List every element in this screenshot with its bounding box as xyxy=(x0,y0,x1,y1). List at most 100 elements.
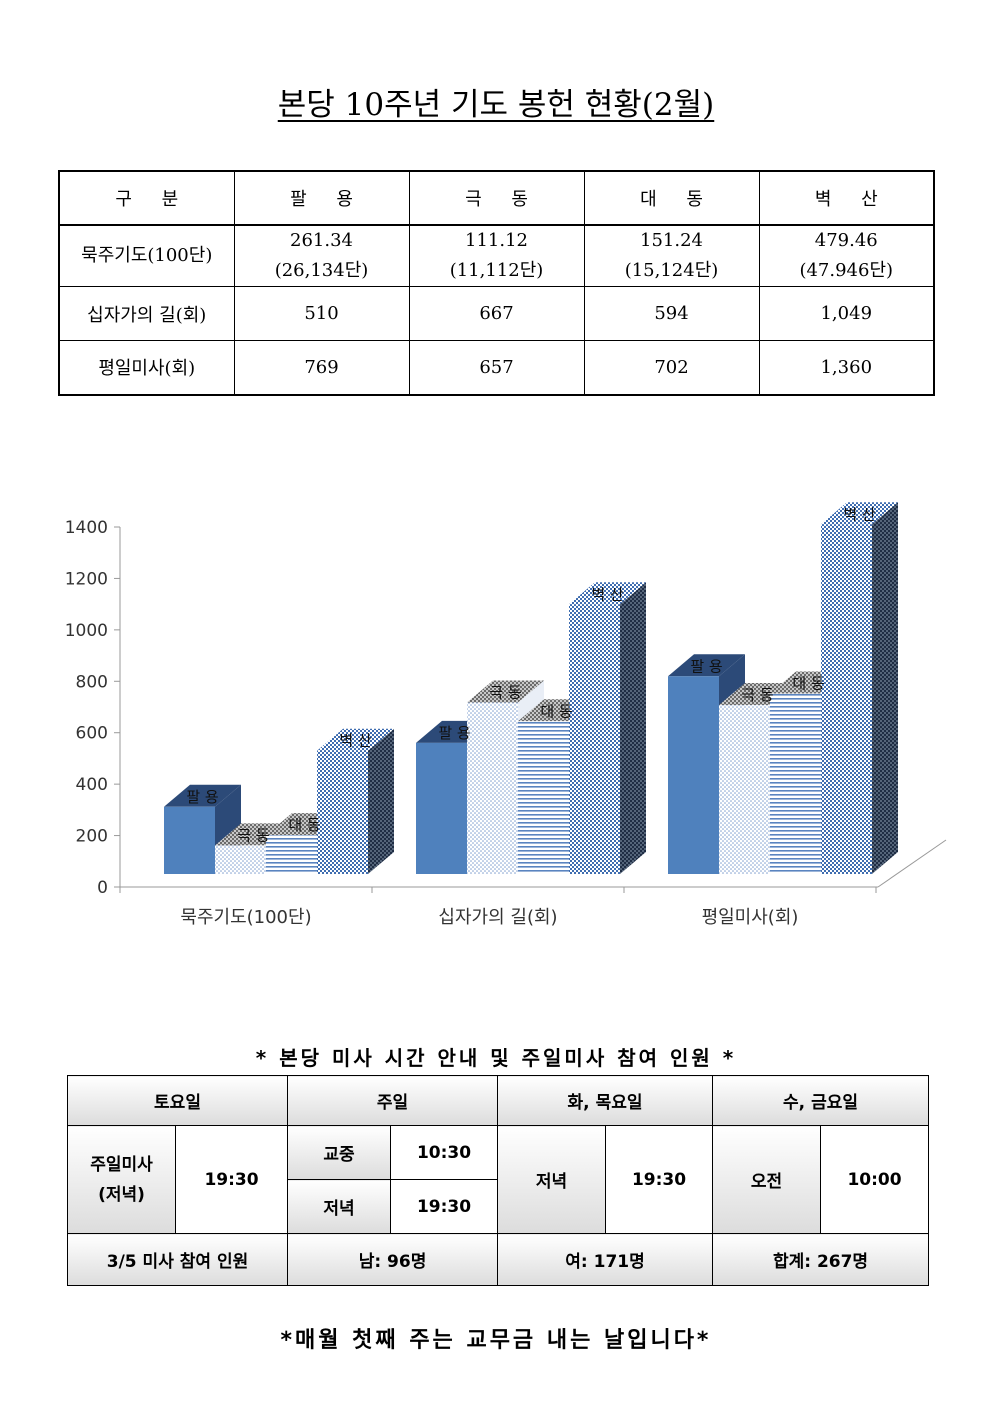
y-tick-label: 0 xyxy=(97,878,108,898)
page-title: 본당 10주년 기도 봉헌 현황(2월) xyxy=(0,82,992,128)
bar-top xyxy=(467,680,544,703)
stats-header-category: 구 분 xyxy=(58,170,235,226)
stats-header-byeoksan: 벽 산 xyxy=(758,170,935,226)
bar-series-label: 대 동 xyxy=(540,702,573,720)
stats-subvalue: (11,112단) xyxy=(449,260,544,281)
footer-notice: *매월 첫째 주는 교무금 내는 날입니다* xyxy=(280,1328,712,1353)
bar-series-label: 벽 산 xyxy=(339,732,372,750)
stats-value: 111.12 xyxy=(465,230,528,251)
stats-header-daedong: 대 동 xyxy=(583,170,760,226)
bar-side xyxy=(620,582,646,874)
stats-cell: 1,049 xyxy=(758,286,935,341)
stats-value: 479.46 xyxy=(814,230,878,251)
x-category-label: 십자가의 길(회) xyxy=(438,907,557,928)
x-category-label: 묵주기도(100단) xyxy=(180,907,311,928)
bar-front xyxy=(467,702,518,874)
prayer-bar-chart: 0 200 400 600 800 1000 1200 1400 묵주기도(100단) 십자가의 … xyxy=(65,502,947,928)
mass-times-row-2: 저녁 19:30 xyxy=(68,1179,929,1234)
mass-tue-thu-time: 19:30 xyxy=(605,1125,714,1234)
stats-cell: 1,360 xyxy=(758,340,935,395)
bar-3-4 xyxy=(821,502,898,874)
stats-cell: 657 xyxy=(408,340,585,395)
bar-side xyxy=(872,502,898,874)
bar-top xyxy=(668,654,745,677)
stats-row-label: 십자가의 길(회) xyxy=(58,286,235,341)
bar-series-label: 극 동 xyxy=(237,826,270,844)
stats-cell: 510 xyxy=(233,286,410,341)
stats-subvalue: (47.946단) xyxy=(799,260,894,281)
bar-front xyxy=(719,705,770,874)
bar-top xyxy=(164,784,241,807)
stats-value: 151.24 xyxy=(640,230,703,251)
mass-header-sunday: 주일 xyxy=(287,1075,499,1126)
bar-series-label: 팔 용 xyxy=(690,657,722,675)
bar-series-label: 벽 산 xyxy=(843,505,876,523)
stats-subvalue: (26,134단) xyxy=(274,260,369,281)
bar-series-label: 대 동 xyxy=(288,816,321,834)
mass-wed-fri-label: 오전 xyxy=(712,1125,822,1234)
chart-bars xyxy=(164,502,898,874)
bar-series-label: 벽 산 xyxy=(591,585,624,603)
attendance-total: 합계: 267명 xyxy=(712,1233,930,1286)
prayer-stats-table: 구 분 팔 용 극 동 대 동 벽 산 묵주기도(100단) 261.34 (26… xyxy=(58,170,935,396)
bar-series-label: 대 동 xyxy=(792,674,825,692)
page-title-text: 본당 10주년 기도 봉헌 현황(2월) xyxy=(277,87,715,123)
stats-cell: 479.46 (47.946단) xyxy=(758,224,935,287)
stats-row-label: 평일미사(회) xyxy=(58,340,235,395)
mass-schedule-table: 토요일 주일 화, 목요일 수, 금요일 주일미사 (저녁) 19:30 교중 … xyxy=(66,1075,930,1286)
stats-header-palyong: 팔 용 xyxy=(233,170,410,226)
stats-row-way-of-cross: 십자가의 길(회) 510 667 594 1,049 xyxy=(58,286,935,341)
x-category-label: 평일미사(회) xyxy=(702,907,799,928)
bar-top xyxy=(569,582,646,605)
y-tick-label: 1200 xyxy=(65,569,108,589)
bar-2-4 xyxy=(569,582,646,874)
mass-header-saturday: 토요일 xyxy=(66,1075,289,1126)
attendance-label: 3/5 미사 참여 인원 xyxy=(66,1233,289,1286)
stats-subvalue: (15,124단) xyxy=(624,260,719,281)
stats-cell: 702 xyxy=(583,340,760,395)
stats-value: 261.34 xyxy=(290,230,353,251)
mass-attendance-row: 3/5 미사 참여 인원 남: 96명 여: 171명 합계: 267명 xyxy=(66,1233,930,1286)
mass-tue-thu-label: 저녁 xyxy=(497,1125,607,1234)
mass-saturday-time: 19:30 xyxy=(174,1125,289,1234)
bar-front xyxy=(317,750,368,874)
y-tick-label: 600 xyxy=(76,724,108,744)
y-tick-label: 800 xyxy=(76,672,108,692)
bar-front xyxy=(518,721,569,874)
mass-header-row: 토요일 주일 화, 목요일 수, 금요일 xyxy=(66,1075,930,1126)
y-tick-label: 1000 xyxy=(65,621,108,641)
bar-series-label: 극 동 xyxy=(741,686,774,704)
attendance-female: 여: 171명 xyxy=(497,1233,714,1286)
chart-axes: 0 200 400 600 800 1000 1200 1400 묵주기도(100단) 십자가의 … xyxy=(65,518,947,928)
y-tick-label: 400 xyxy=(76,775,108,795)
y-tick-label: 200 xyxy=(76,827,108,847)
stats-row-rosary: 묵주기도(100단) 261.34 (26,134단) 111.12 (11,112… xyxy=(58,224,935,287)
mass-sunday-time-1: 10:30 xyxy=(390,1125,499,1180)
bar-side xyxy=(368,728,394,874)
stats-cell: 769 xyxy=(233,340,410,395)
stats-cell: 594 xyxy=(583,286,760,341)
bar-series-label: 팔 용 xyxy=(186,788,218,806)
mass-schedule-caption: * 본당 미사 시간 안내 및 주일미사 참여 인원 * xyxy=(255,1046,737,1070)
bar-series-label: 팔 용 xyxy=(438,724,470,742)
stats-header-geukdong: 극 동 xyxy=(408,170,585,226)
stats-cell: 111.12 (11,112단) xyxy=(408,224,585,287)
bar-front xyxy=(416,742,467,874)
mass-saturday-label: 주일미사 (저녁) xyxy=(67,1125,176,1234)
bar-top xyxy=(821,502,898,525)
bar-top xyxy=(317,728,394,751)
bar-front xyxy=(266,835,317,874)
stats-cell: 151.24 (15,124단) xyxy=(583,224,760,287)
bar-series-label: 극 동 xyxy=(489,683,522,701)
bar-front xyxy=(770,693,821,874)
mass-times-row: 주일미사 (저녁) 19:30 교중 10:30 저녁 19:30 오전 10:… xyxy=(67,1125,930,1234)
stats-cell: 261.34 (26,134단) xyxy=(233,224,410,287)
mass-sunday-label-1: 교중 xyxy=(287,1125,392,1180)
bar-front xyxy=(821,524,872,874)
stats-row-weekday-mass: 평일미사(회) 769 657 702 1,360 xyxy=(58,340,935,395)
mass-header-wed-fri: 수, 금요일 xyxy=(712,1075,930,1126)
bar-front xyxy=(215,845,266,874)
mass-sunday-time-2: 19:30 xyxy=(390,1179,499,1234)
mass-wed-fri-time: 10:00 xyxy=(820,1125,930,1234)
